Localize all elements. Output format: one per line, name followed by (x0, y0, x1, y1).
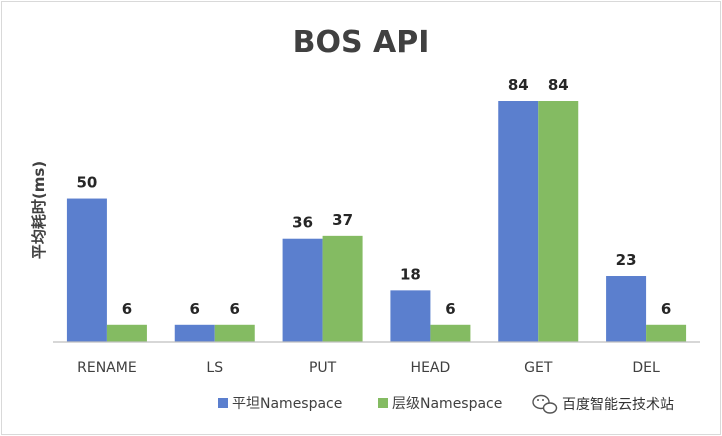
watermark: 百度智能云技术站 (532, 394, 674, 414)
data-label-ls-series-1: 6 (190, 300, 200, 318)
legend-label-1: 平坦Namespace (232, 396, 342, 412)
legend-swatch-1 (218, 398, 228, 408)
bars-group: 50 6 6 6 36 37 18 6 84 84 23 6 (66, 76, 687, 342)
bar-put-series-2 (322, 235, 363, 342)
bar-get-series-2 (538, 101, 579, 342)
bar-put-series-1 (282, 238, 323, 342)
wechat-bubble-icon (532, 394, 558, 414)
bar-del-series-1 (606, 276, 647, 342)
legend-label-2: 层级Namespace (392, 396, 502, 412)
bar-ls-series-2 (214, 324, 255, 342)
data-label-del-series-2: 6 (661, 300, 671, 318)
y-axis-label: 平均耗时(ms) (30, 161, 48, 259)
bar-ls-series-1 (174, 324, 215, 342)
data-label-get-series-2: 84 (548, 76, 569, 94)
legend: 平坦Namespace 层级Namespace (218, 396, 502, 412)
x-tick-label-ls: LS (206, 360, 223, 376)
x-tick-label-get: GET (524, 360, 553, 376)
data-label-rename-series-2: 6 (122, 300, 132, 318)
data-label-ls-series-2: 6 (230, 300, 240, 318)
legend-swatch-2 (378, 398, 388, 408)
data-label-head-series-2: 6 (445, 300, 455, 318)
data-label-get-series-1: 84 (508, 76, 529, 94)
bar-head-series-2 (430, 324, 471, 342)
data-label-head-series-1: 18 (400, 265, 421, 283)
data-label-del-series-1: 23 (616, 251, 637, 269)
data-label-put-series-2: 37 (332, 211, 353, 229)
x-tick-label-head: HEAD (411, 360, 451, 376)
chart-title: BOS API (293, 25, 430, 60)
x-tick-label-del: DEL (632, 360, 660, 376)
bar-del-series-2 (646, 324, 687, 342)
x-tick-label-rename: RENAME (77, 360, 137, 376)
x-tick-label-put: PUT (309, 360, 337, 376)
data-label-rename-series-1: 50 (76, 174, 97, 192)
bar-head-series-1 (390, 290, 431, 342)
bar-rename-series-1 (66, 198, 107, 342)
x-tick-labels: RENAME LS PUT HEAD GET DEL (77, 360, 660, 376)
watermark-text: 百度智能云技术站 (562, 397, 674, 413)
data-label-put-series-1: 36 (292, 214, 313, 232)
bar-rename-series-2 (106, 324, 147, 342)
bar-get-series-1 (498, 101, 539, 342)
